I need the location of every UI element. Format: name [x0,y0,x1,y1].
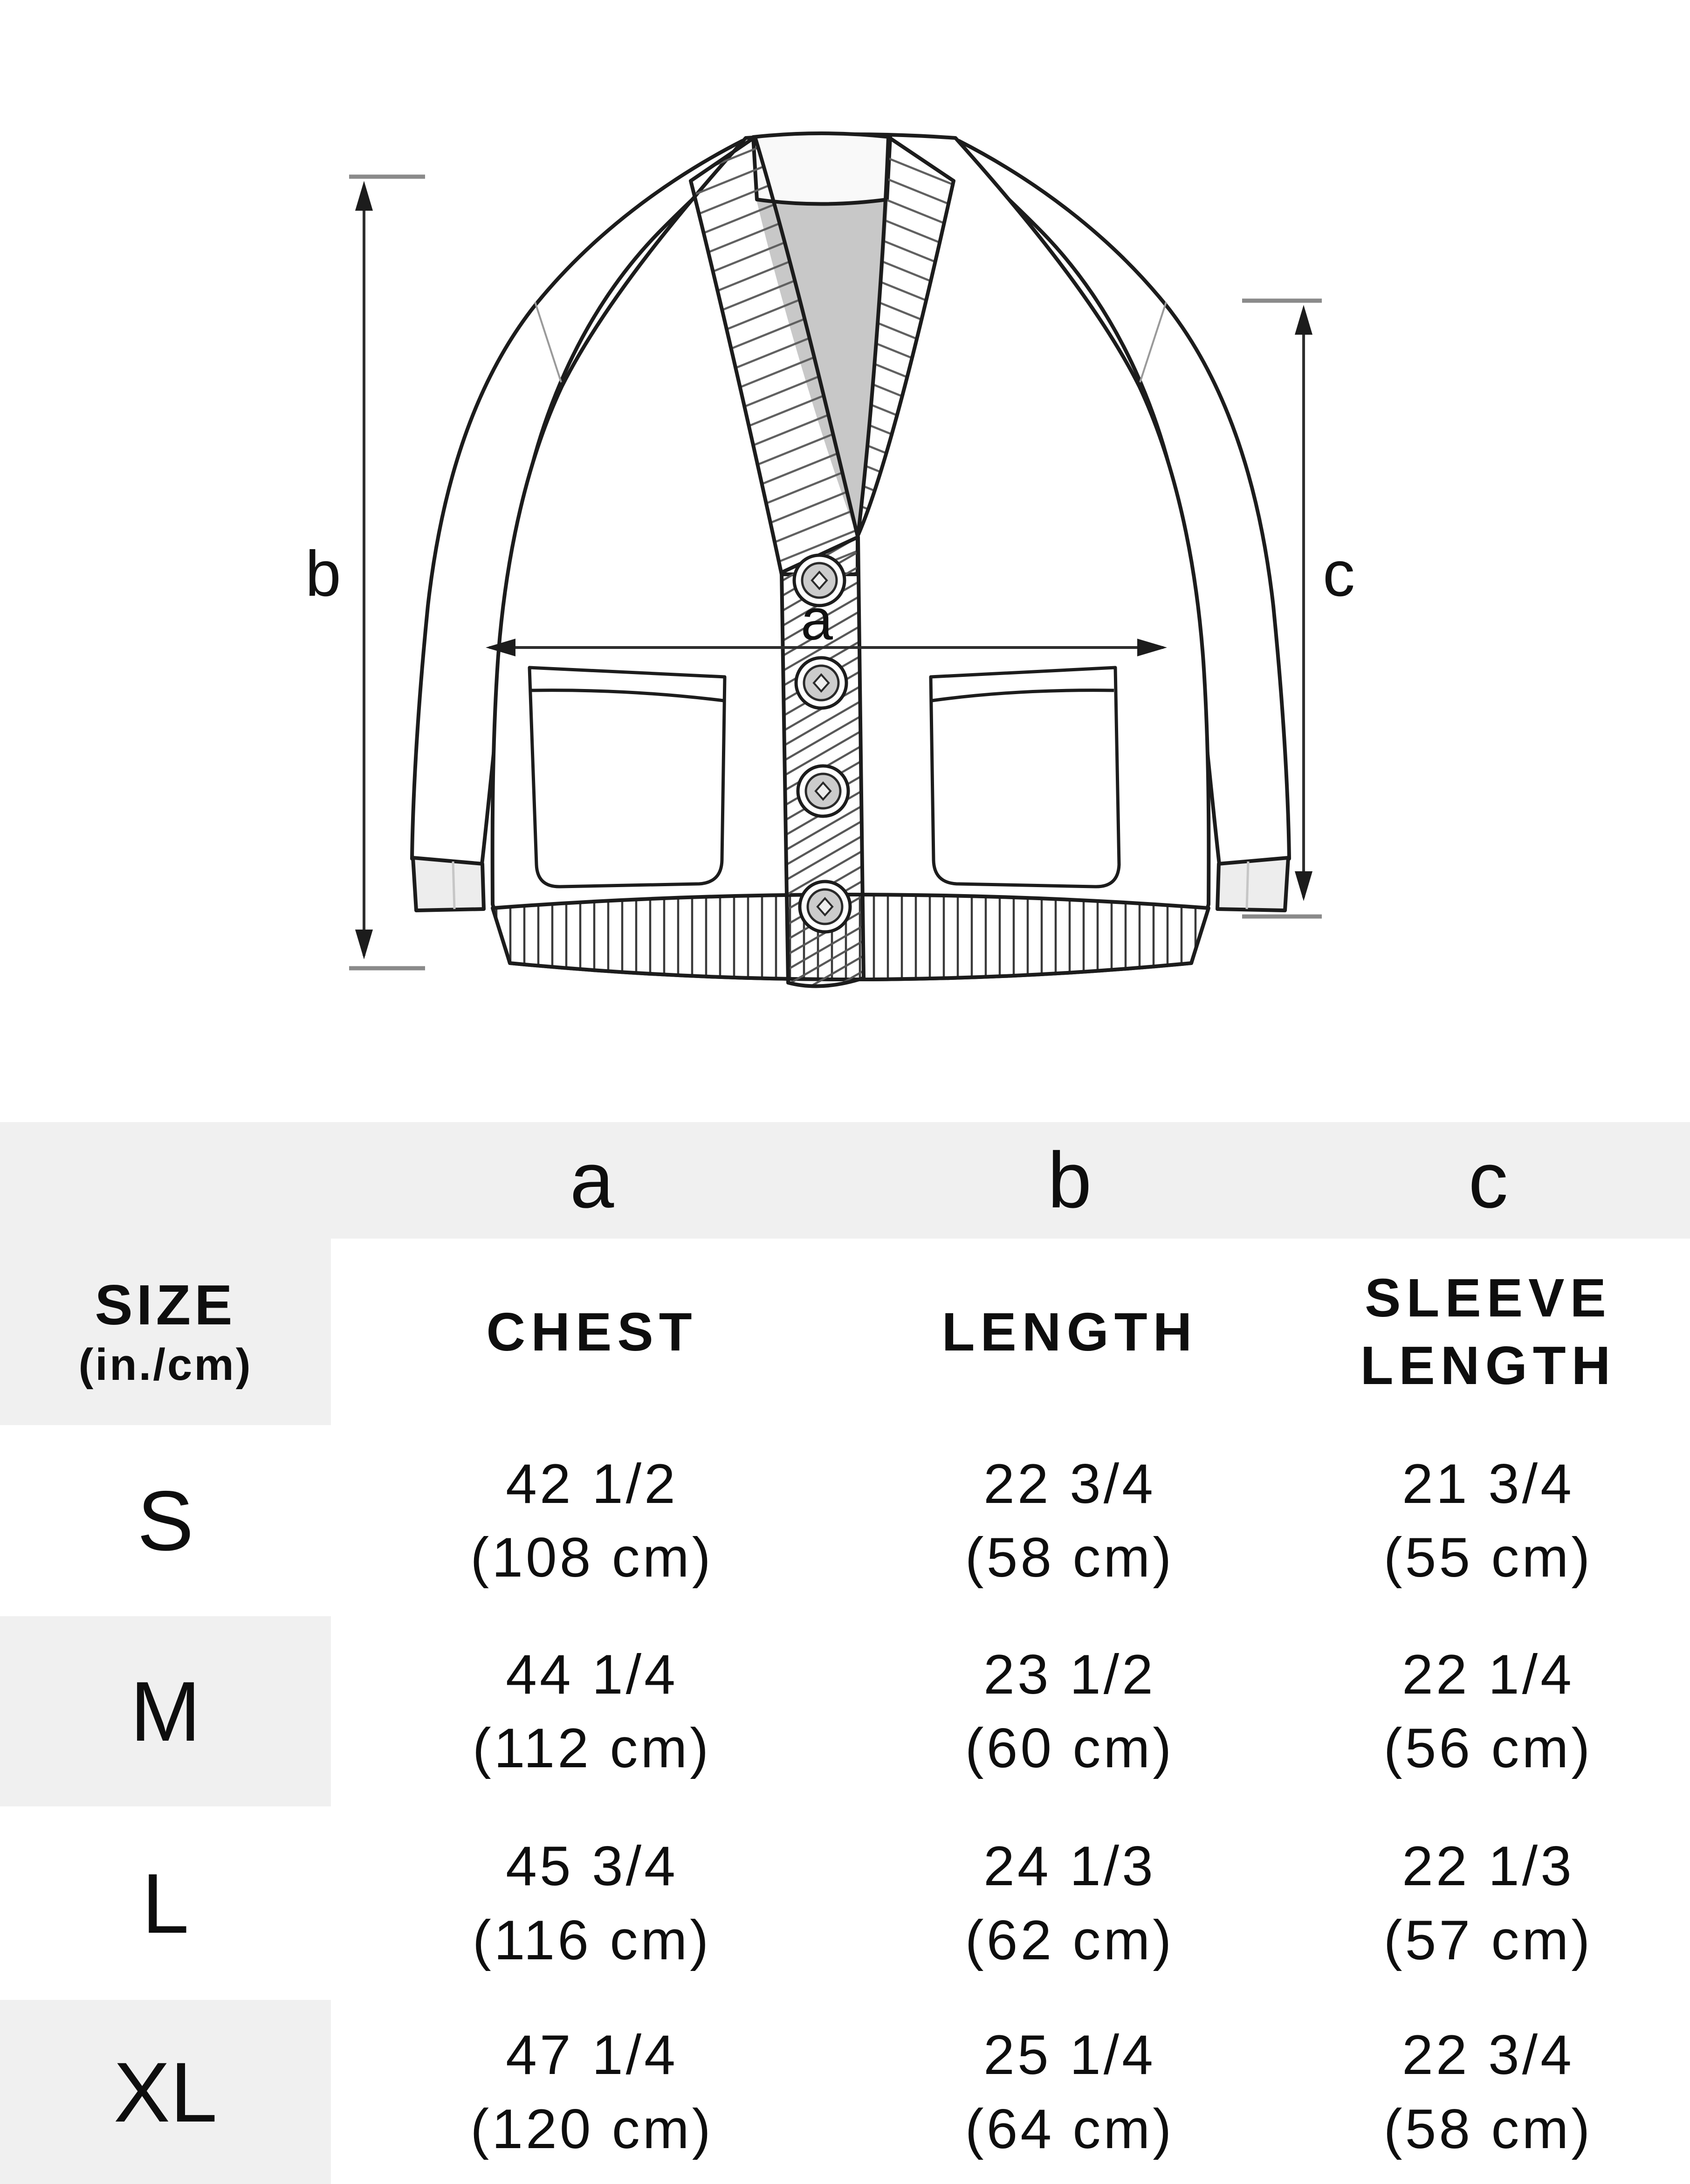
value-s-chest: 42 1/2 (108 cm) [331,1425,853,1616]
value-l-sleeve: 22 1/3 (57 cm) [1286,1806,1690,2000]
button-4 [798,880,852,934]
right-cuff [1216,856,1290,912]
pockets [528,666,1121,889]
b-arrowhead-top [355,181,373,211]
size-cell-l: L [0,1806,331,2000]
size-cell-xl: XL [0,2000,331,2184]
b-arrowhead-bottom [355,930,373,959]
left-pocket-band-line [530,689,724,703]
a-arrowhead-right [1137,639,1167,656]
band-letter-b: b [853,1122,1286,1239]
column-header-length: LENGTH [853,1239,1286,1425]
right-seam-line [1139,302,1167,383]
button-1 [792,553,846,607]
value-xl-sleeve: 22 3/4 (58 cm) [1286,2000,1690,2184]
a-label: a [801,588,833,652]
dimension-c: c [1242,298,1355,919]
ribbed-front-band [689,135,955,988]
band-corner-spacer [0,1122,331,1239]
button-3 [796,764,850,818]
seam-lines [534,302,1167,383]
right-pocket [929,666,1121,889]
column-header-chest: CHEST [331,1239,853,1425]
value-s-length: 22 3/4 (58 cm) [853,1425,1286,1616]
size-cell-s: S [0,1425,331,1616]
b-label: b [305,538,341,610]
column-header-sleeve-length: SLEEVE LENGTH [1286,1239,1690,1425]
size-header-cell: SIZE (in./cm) [0,1239,331,1425]
value-m-chest: 44 1/4 (112 cm) [331,1616,853,1806]
left-cuff [411,856,486,912]
right-lapel-rib [856,135,955,537]
cardigan-measurement-diagram: b c a [305,131,1355,988]
a-arrowhead-left [486,639,515,656]
band-letter-c: c [1286,1122,1690,1239]
left-pocket [528,666,727,889]
measure-letter-a: a [570,1136,614,1225]
cardigan-drawing: b c a [305,131,1355,988]
size-header-subtitle: (in./cm) [78,1339,253,1390]
value-s-sleeve: 21 3/4 (55 cm) [1286,1425,1690,1616]
value-m-sleeve: 22 1/4 (56 cm) [1286,1616,1690,1806]
size-header-title: SIZE [95,1273,236,1337]
dimension-b: b [305,174,425,971]
value-l-length: 24 1/3 (62 cm) [853,1806,1286,2000]
value-xl-chest: 47 1/4 (120 cm) [331,2000,853,2184]
left-cuff-rib-line [452,861,456,909]
button-2 [794,656,848,710]
left-seam-line [534,302,562,383]
value-xl-length: 25 1/4 (64 cm) [853,2000,1286,2184]
value-l-chest: 45 3/4 (116 cm) [331,1806,853,2000]
measure-letter-b: b [1047,1136,1092,1225]
back-neck-band [751,131,892,206]
c-arrowhead-bottom [1295,871,1312,901]
measure-letter-c: c [1468,1136,1508,1225]
value-m-length: 23 1/2 (60 cm) [853,1616,1286,1806]
c-label: c [1323,538,1355,610]
band-letter-a: a [331,1122,853,1239]
c-arrowhead-top [1295,305,1312,335]
buttons [792,553,852,934]
right-pocket-band-line [931,689,1114,703]
size-cell-m: M [0,1616,331,1806]
dimension-a: a [486,588,1167,656]
cuffs [411,856,1290,912]
right-cuff-rib-line [1245,861,1250,909]
button-placket-rib [780,535,866,988]
size-table: a b c SIZE (in./cm) CHEST LENGTH SLEEVE … [0,1122,1690,2184]
